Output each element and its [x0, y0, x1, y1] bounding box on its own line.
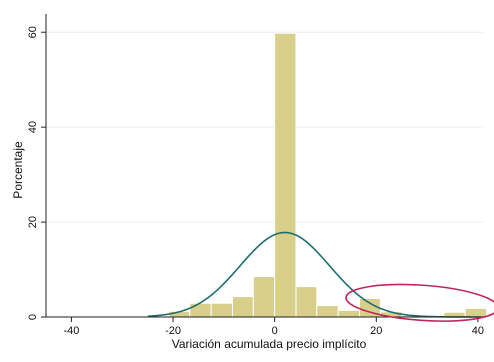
x-tick-label: -40 — [63, 325, 79, 337]
histogram-bar — [252, 276, 276, 318]
normal-curve-layer — [147, 231, 484, 318]
x-tick-label: 0 — [272, 325, 278, 337]
x-axis-title: Variación acumulada precio implícito — [172, 337, 367, 351]
normal-density-curve — [147, 231, 484, 318]
x-tick-label: 40 — [472, 325, 484, 337]
histogram-bar — [210, 302, 233, 318]
highlight-ellipse — [345, 283, 494, 322]
grid — [46, 31, 483, 223]
histogram-bar — [464, 307, 488, 318]
histogram-bar — [274, 32, 297, 318]
y-axis-title: Porcentaje — [11, 141, 25, 199]
y-tick-label: 60 — [27, 26, 39, 38]
histogram-bars — [147, 32, 488, 318]
annotation-layer — [345, 283, 494, 322]
histogram-bar — [316, 305, 339, 318]
y-tick-label: 0 — [27, 314, 39, 320]
histogram-bar — [189, 302, 212, 318]
histogram-bar — [231, 296, 254, 318]
x-tick-label: 20 — [370, 325, 382, 337]
histogram-bar — [337, 309, 361, 318]
y-tick-label: 40 — [27, 121, 39, 133]
x-tick-label: -20 — [165, 325, 181, 337]
y-tick-label: 20 — [27, 216, 39, 228]
histogram-bar — [295, 286, 318, 318]
axes: 0 20 40 60 -40 -20 0 20 40 — [27, 14, 484, 337]
